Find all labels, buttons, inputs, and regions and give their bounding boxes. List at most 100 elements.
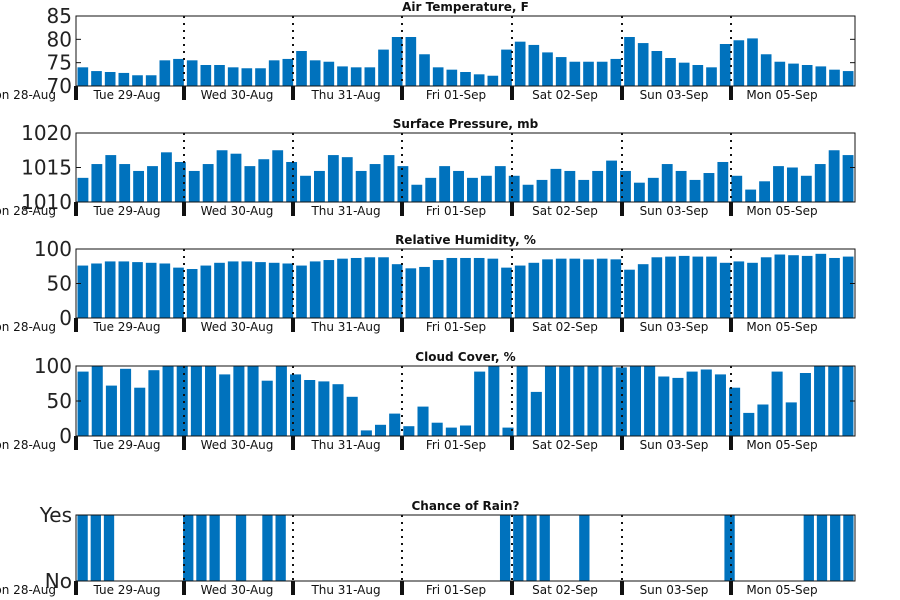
bar bbox=[202, 164, 214, 202]
panel-title: Cloud Cover, % bbox=[415, 350, 515, 364]
bar bbox=[176, 366, 188, 436]
bar bbox=[678, 255, 690, 318]
bar bbox=[323, 260, 335, 318]
bar bbox=[799, 373, 811, 436]
bar bbox=[200, 265, 212, 318]
bar bbox=[350, 67, 362, 86]
bar bbox=[494, 166, 506, 202]
bar bbox=[569, 258, 581, 318]
bar bbox=[629, 366, 641, 436]
bar bbox=[596, 258, 608, 318]
bar bbox=[91, 366, 103, 436]
bar bbox=[244, 166, 256, 202]
y-tick-label: 80 bbox=[47, 27, 72, 51]
bar bbox=[200, 65, 212, 86]
bar bbox=[337, 258, 348, 318]
bar bbox=[133, 170, 145, 202]
bar bbox=[341, 157, 353, 202]
bar bbox=[747, 262, 758, 318]
y-tick-label: 75 bbox=[47, 51, 72, 75]
bar bbox=[190, 366, 202, 436]
bar bbox=[378, 49, 389, 86]
x-tick-label: Mon 28-Aug bbox=[0, 88, 56, 102]
bar bbox=[159, 263, 171, 318]
x-tick-label: Thu 31-Aug bbox=[310, 320, 380, 334]
bar bbox=[700, 369, 712, 436]
bar bbox=[555, 57, 567, 86]
bar bbox=[318, 381, 330, 436]
bar bbox=[644, 366, 656, 436]
panel-title: Surface Pressure, mb bbox=[393, 117, 539, 131]
bar bbox=[355, 170, 367, 202]
bar bbox=[610, 58, 622, 86]
bar bbox=[241, 68, 253, 86]
bar bbox=[268, 60, 280, 86]
y-tick-label: Yes bbox=[39, 503, 72, 527]
bar bbox=[77, 265, 89, 318]
bar bbox=[162, 366, 174, 436]
bar bbox=[502, 427, 514, 436]
x-tick-label: Sat 02-Sep bbox=[532, 204, 598, 218]
y-tick-label: 0 bbox=[59, 424, 72, 448]
bar bbox=[686, 371, 698, 436]
bar bbox=[160, 152, 172, 202]
bar bbox=[692, 65, 704, 86]
bar bbox=[733, 40, 745, 86]
bar bbox=[205, 366, 217, 436]
bar bbox=[77, 371, 89, 436]
bar bbox=[647, 177, 659, 202]
x-tick-label: Fri 01-Sep bbox=[426, 583, 486, 597]
bar bbox=[487, 258, 499, 318]
bar bbox=[350, 257, 362, 318]
x-tick-label: Mon 28-Aug bbox=[0, 583, 56, 597]
bar bbox=[703, 173, 715, 202]
x-tick-label: Thu 31-Aug bbox=[310, 88, 380, 102]
bar bbox=[446, 257, 458, 318]
y-tick-label: 1020 bbox=[21, 121, 72, 145]
axes-box bbox=[75, 15, 856, 87]
bar bbox=[788, 63, 799, 86]
bar bbox=[282, 263, 294, 318]
bar bbox=[583, 61, 594, 86]
bar bbox=[633, 182, 645, 202]
bar bbox=[786, 167, 798, 202]
bar bbox=[508, 175, 520, 202]
bar bbox=[843, 515, 854, 581]
bar bbox=[174, 161, 186, 202]
bar bbox=[105, 155, 117, 202]
bar bbox=[661, 164, 673, 202]
bar bbox=[658, 376, 670, 436]
bar bbox=[665, 256, 676, 318]
bar bbox=[539, 515, 550, 581]
x-tick-label: Fri 01-Sep bbox=[426, 320, 486, 334]
bar bbox=[815, 253, 827, 318]
bar bbox=[569, 61, 581, 86]
bar bbox=[411, 184, 423, 202]
bar bbox=[134, 387, 146, 436]
bar bbox=[774, 61, 786, 86]
bar bbox=[159, 60, 171, 86]
bar bbox=[573, 366, 585, 436]
bar bbox=[186, 60, 198, 86]
y-tick-label: 50 bbox=[47, 389, 72, 413]
bar bbox=[227, 67, 239, 86]
x-tick-label: Fri 01-Sep bbox=[426, 438, 486, 452]
bar bbox=[771, 371, 783, 436]
bar bbox=[145, 75, 157, 86]
bar bbox=[397, 166, 409, 202]
bar bbox=[555, 258, 567, 318]
bar bbox=[587, 366, 599, 436]
bar bbox=[459, 425, 472, 436]
bar bbox=[501, 49, 512, 86]
x-tick-label: Tue 29-Aug bbox=[92, 438, 160, 452]
bar bbox=[522, 184, 534, 202]
bar bbox=[419, 54, 430, 86]
panel-3: Relative Humidity, % 0 50 100 Mon 28-Aug Tue … bbox=[0, 233, 856, 334]
bar bbox=[378, 257, 389, 318]
bar bbox=[814, 164, 826, 202]
bar bbox=[173, 267, 184, 318]
bar bbox=[801, 255, 813, 318]
bar bbox=[606, 160, 617, 202]
y-tick-label: 1010 bbox=[21, 190, 72, 214]
bar bbox=[188, 170, 200, 202]
